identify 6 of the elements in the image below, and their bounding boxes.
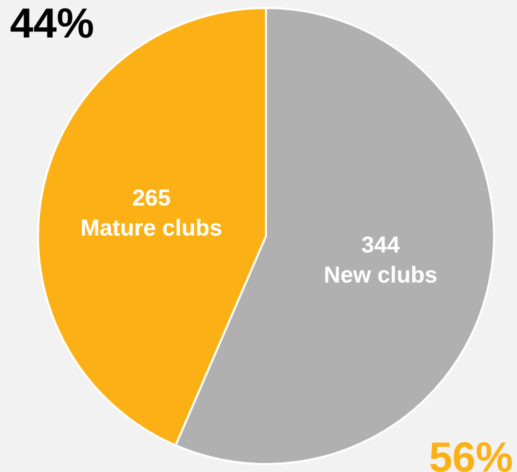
data-label: 344 (361, 232, 400, 258)
slice-label: New clubs (324, 262, 438, 288)
slice-label: Mature clubs (80, 214, 222, 240)
data-label: 265 (132, 184, 171, 210)
text: 56% (428, 434, 513, 472)
text: 44% (10, 0, 94, 46)
